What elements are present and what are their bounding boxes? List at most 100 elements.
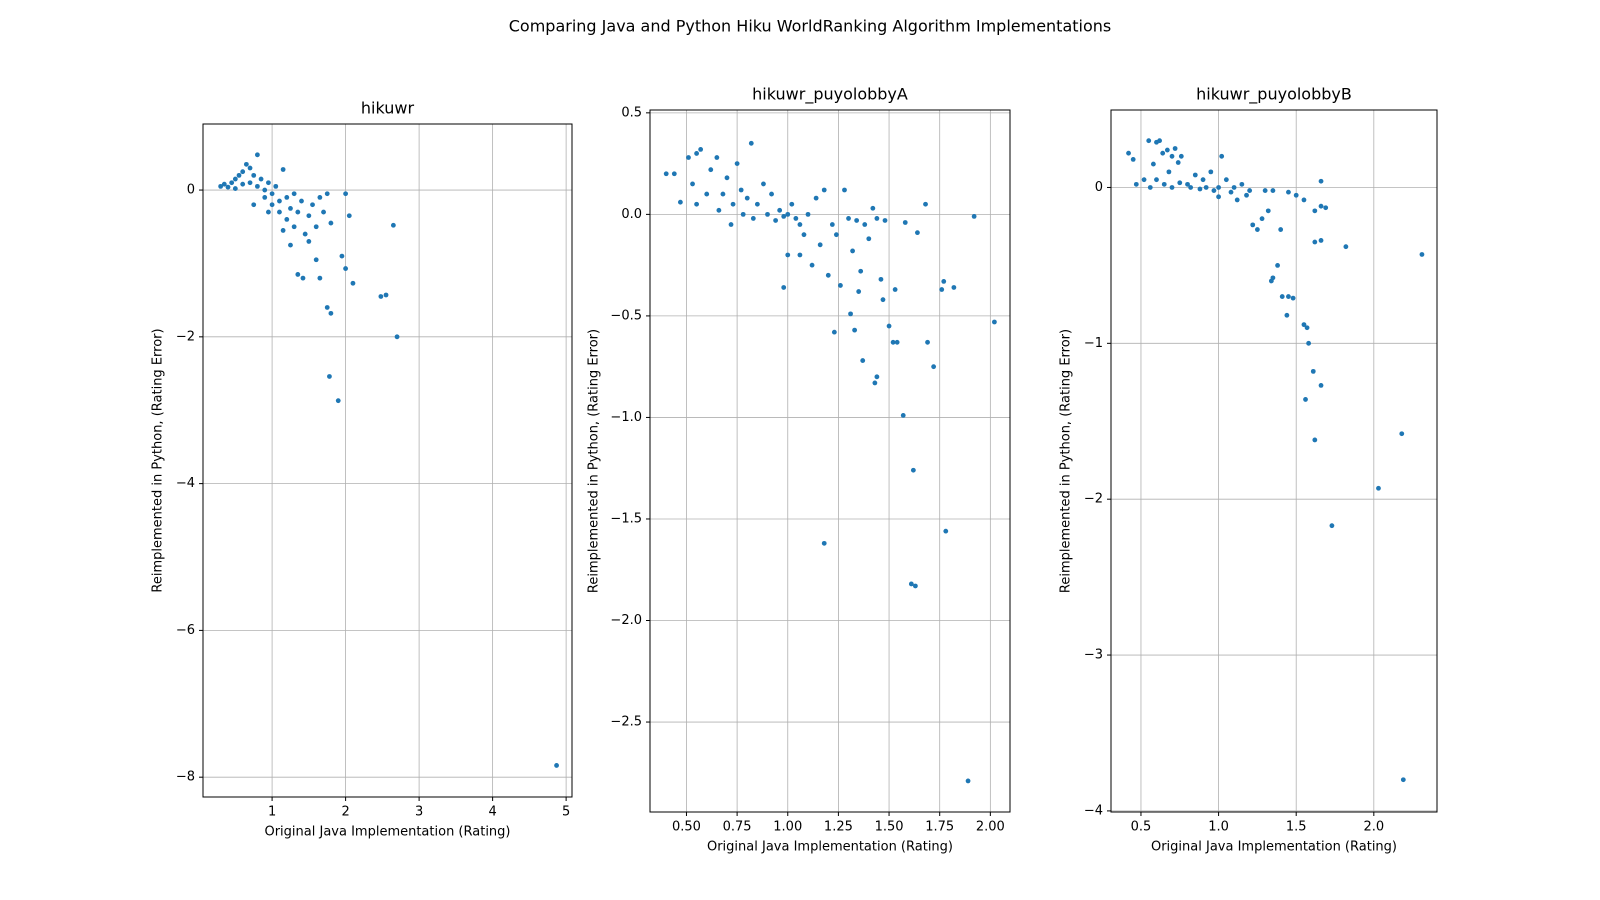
point [1147, 185, 1153, 190]
point [856, 289, 862, 294]
point [730, 201, 736, 207]
point [1188, 185, 1194, 190]
point [777, 207, 783, 213]
point [291, 224, 297, 230]
point [1304, 325, 1310, 331]
x-tick-label: 0.5 [1131, 820, 1152, 835]
point [912, 583, 918, 589]
point [306, 239, 312, 244]
point [708, 167, 714, 173]
point [872, 380, 878, 386]
axes-frame [649, 109, 1011, 813]
point [269, 202, 275, 208]
figure-title: Comparing Java and Python Hiku WorldRank… [509, 17, 1112, 36]
point [1400, 777, 1406, 783]
y-tick-label: −3 [1084, 648, 1103, 663]
point [1286, 189, 1291, 195]
y-axis-label: Reimplemented in Python, (Rating Error) [587, 329, 602, 593]
point [831, 329, 837, 335]
point [295, 272, 301, 277]
point [1399, 431, 1405, 437]
point [1175, 160, 1181, 165]
point [694, 201, 699, 207]
point [1157, 138, 1162, 144]
point [1161, 181, 1167, 187]
point [817, 242, 823, 248]
point [866, 236, 872, 242]
point [850, 248, 855, 254]
point [232, 186, 238, 191]
point [754, 201, 760, 207]
point [860, 358, 866, 363]
point [1312, 239, 1318, 245]
point [915, 230, 920, 236]
point [225, 184, 231, 190]
point [1192, 172, 1198, 178]
point [300, 275, 306, 281]
point [854, 218, 860, 223]
y-tick-label: −0.5 [610, 308, 642, 323]
y-tick-label: −4 [1084, 803, 1103, 818]
point [1150, 161, 1156, 167]
point [277, 209, 282, 215]
x-tick-label: 1 [268, 805, 276, 820]
point [874, 374, 880, 380]
point [295, 209, 301, 215]
point [247, 165, 253, 171]
point [813, 195, 819, 201]
point [882, 218, 888, 223]
point [328, 310, 334, 316]
point [310, 202, 315, 208]
point [1376, 485, 1381, 491]
subplot-title: hikuwr [361, 99, 415, 118]
point [1254, 227, 1260, 232]
point [805, 211, 811, 217]
point [1133, 181, 1139, 187]
point [1223, 177, 1229, 183]
point [1275, 262, 1280, 268]
point [1197, 186, 1203, 192]
point [266, 209, 271, 215]
point [1259, 216, 1265, 222]
point [306, 213, 312, 219]
y-tick-label: 0 [1095, 180, 1103, 195]
point [1262, 188, 1268, 193]
point [1343, 244, 1349, 250]
point [1146, 138, 1152, 144]
point [343, 266, 349, 271]
point [324, 191, 330, 197]
point [789, 201, 795, 207]
point [971, 214, 977, 219]
point [773, 218, 779, 223]
point [258, 176, 264, 182]
x-tick-label: 1.25 [824, 820, 853, 835]
point [313, 224, 319, 230]
point [1284, 312, 1290, 318]
point [1290, 295, 1296, 301]
point [247, 180, 253, 186]
point [383, 292, 389, 298]
x-axis-label: Original Java Implementation (Rating) [1151, 840, 1397, 855]
point [740, 211, 746, 217]
point [280, 228, 286, 233]
point [1203, 185, 1209, 190]
point [765, 211, 770, 217]
point [1231, 185, 1237, 190]
point [694, 151, 699, 156]
point [890, 339, 896, 345]
x-tick-label: 1.0 [1208, 820, 1229, 835]
point [327, 374, 332, 379]
point [671, 171, 677, 177]
point [1312, 208, 1318, 214]
x-tick-label: 1.50 [875, 820, 904, 835]
point [698, 146, 704, 152]
point [1318, 238, 1324, 243]
point [1250, 222, 1256, 228]
point [390, 222, 396, 228]
point [704, 191, 710, 197]
point [251, 172, 257, 178]
point [1329, 523, 1335, 529]
point [686, 155, 691, 160]
point [1216, 185, 1221, 190]
